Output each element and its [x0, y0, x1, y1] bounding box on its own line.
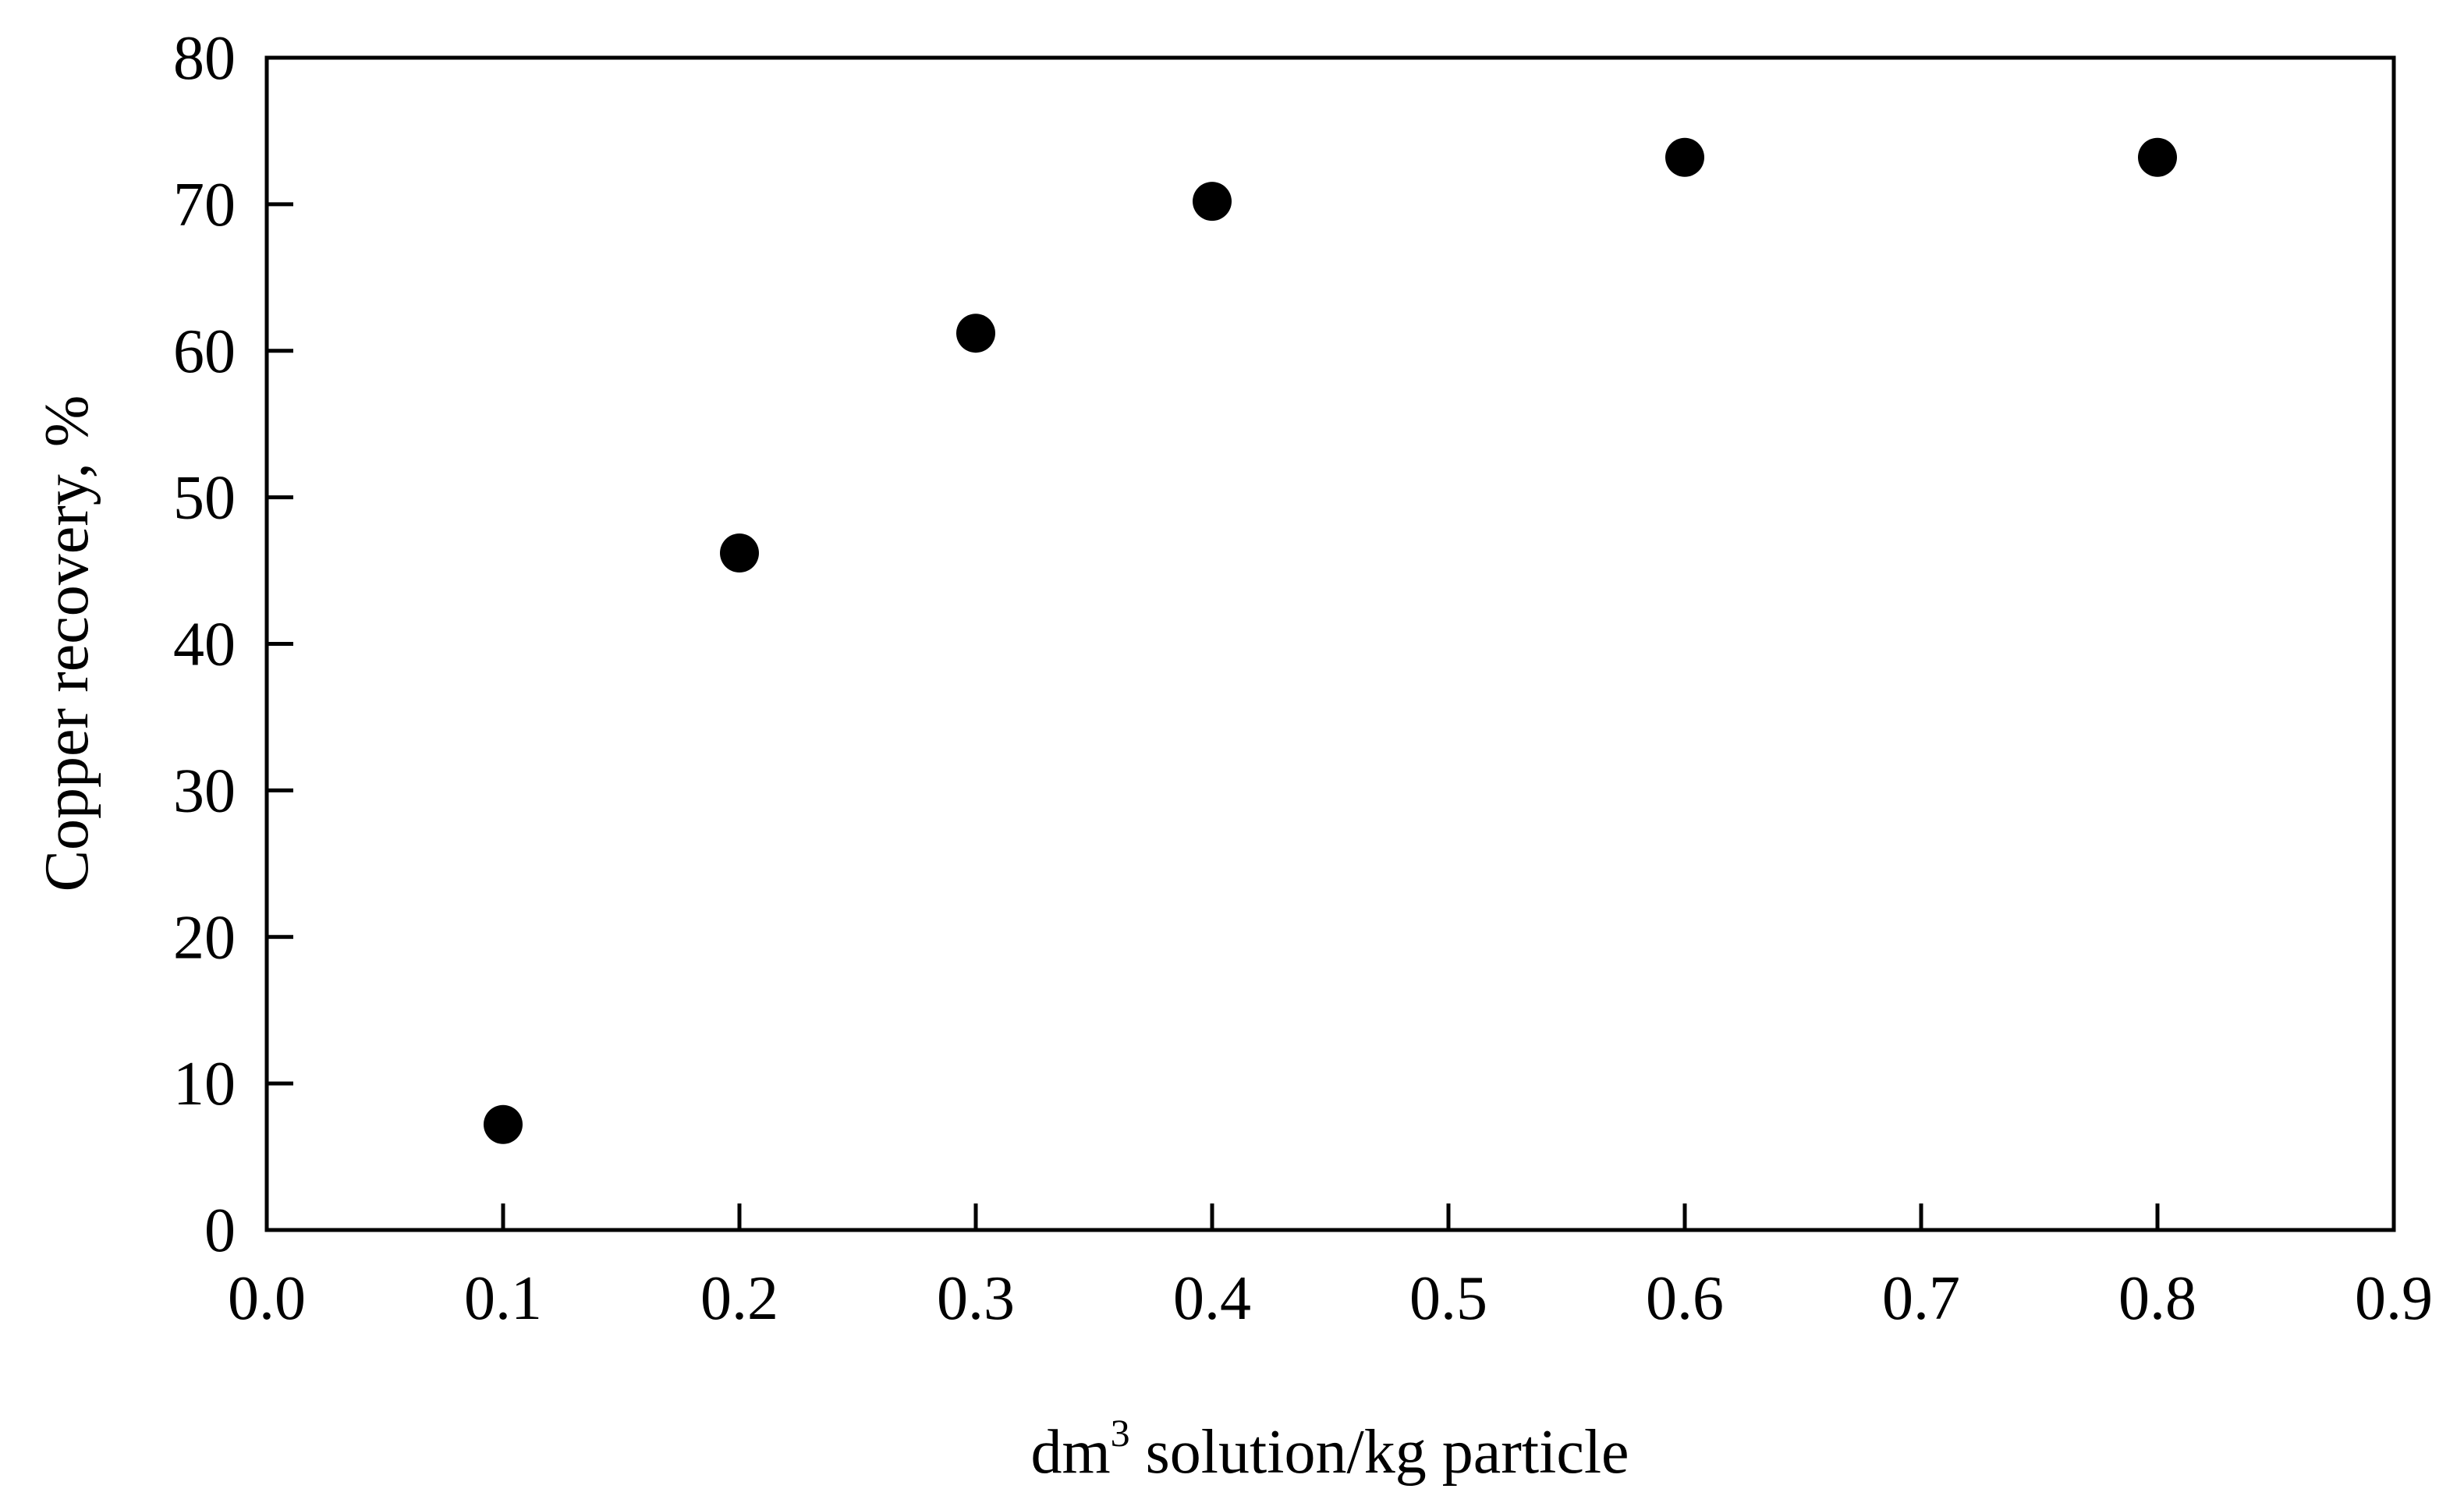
plot-area-frame [264, 55, 2396, 1232]
x-tick-label: 0.8 [2118, 1264, 2196, 1333]
x-tick-label: 0.2 [700, 1264, 778, 1333]
data-point [1193, 182, 1232, 222]
x-axis-ticks: 0.0 0.1 0.2 0.3 0.4 0.5 0.6 0.7 0.8 0.9 [228, 1203, 2433, 1333]
x-tick-label: 0.0 [228, 1264, 306, 1333]
y-tick-label: 10 [173, 1050, 236, 1118]
data-point [956, 314, 995, 353]
y-tick-label: 50 [173, 464, 236, 533]
data-point [2138, 137, 2177, 177]
y-tick-label: 40 [173, 611, 236, 679]
y-tick-label: 30 [173, 757, 236, 825]
x-tick-label: 0.3 [937, 1264, 1015, 1333]
y-axis-ticks: 0 10 20 30 40 50 60 70 80 [173, 24, 293, 1265]
x-axis-title-rest: solution/kg particle [1130, 1418, 1629, 1487]
y-tick-label: 60 [173, 317, 236, 386]
y-tick-label: 70 [173, 171, 236, 239]
x-axis-title: dm3 solution/kg particle [1030, 1411, 1629, 1487]
x-tick-label: 0.7 [1882, 1264, 1960, 1333]
x-axis-title-base: dm [1030, 1418, 1110, 1487]
y-tick-label: 0 [204, 1196, 236, 1265]
data-point [484, 1104, 523, 1144]
y-axis-title: Copper recovery, % [33, 395, 101, 892]
x-tick-label: 0.9 [2355, 1264, 2433, 1333]
y-tick-label: 80 [173, 24, 236, 93]
data-point [720, 533, 759, 573]
x-axis-title-superscript: 3 [1111, 1411, 1130, 1455]
y-tick-label: 20 [173, 903, 236, 972]
x-tick-label: 0.4 [1173, 1264, 1251, 1333]
data-point [1665, 137, 1704, 177]
data-points [484, 137, 2177, 1144]
x-tick-label: 0.5 [1409, 1264, 1487, 1333]
x-tick-label: 0.6 [1646, 1264, 1724, 1333]
x-tick-label: 0.1 [464, 1264, 542, 1333]
